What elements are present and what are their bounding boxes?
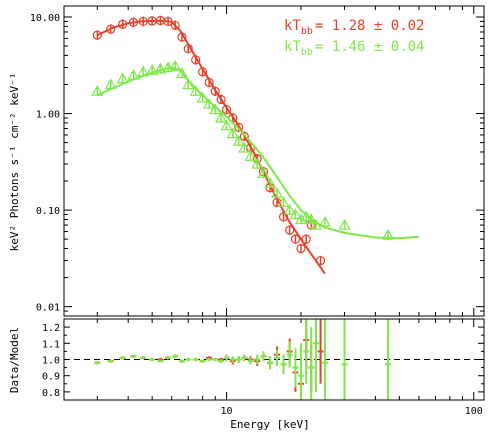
legend-red-prefix: kT [284, 18, 301, 34]
legend-entry-red: kTbb = 1.28 ± 0.02 [284, 18, 424, 37]
data-point [270, 186, 284, 198]
data-point [118, 19, 128, 29]
data-point [221, 104, 232, 115]
data-point [106, 24, 116, 34]
data-point [154, 62, 167, 74]
y-tick-label: 0.8 [42, 388, 60, 399]
y-tick-label: 10.00 [30, 13, 60, 24]
data-point [278, 212, 289, 222]
y-tick-label: 1.00 [36, 110, 60, 121]
data-point [170, 20, 180, 30]
data-point [285, 225, 295, 235]
data-point [338, 218, 351, 230]
x-tick-label: 10 [221, 406, 233, 417]
data-point [183, 44, 193, 54]
y-axis-title: keV² Photons s⁻¹ cm⁻² keV⁻¹ [8, 73, 21, 252]
legend-red-value: = 1.28 ± 0.02 [315, 18, 425, 34]
legend-entry-green: kTbb = 1.46 ± 0.04 [284, 39, 424, 58]
data-point [198, 67, 208, 77]
spectrum-ticks [64, 6, 484, 317]
y-tick-label: 0.10 [36, 206, 60, 217]
residual-tick-labels: 10 100 0.8 0.9 1.0 1.1 1.2 [42, 323, 483, 417]
data-point [309, 218, 323, 230]
data-point [257, 167, 270, 178]
legend: kTbb = 1.28 ± 0.02 kTbb = 1.46 ± 0.04 [284, 18, 424, 58]
data-point [251, 157, 264, 169]
data-point [301, 234, 311, 244]
data-point [382, 228, 395, 240]
data-point [216, 94, 226, 105]
data-point [196, 91, 209, 103]
data-point [210, 86, 220, 96]
data-point [116, 72, 129, 84]
legend-green-sub: bb [301, 47, 313, 58]
legend-red-sub: bb [301, 26, 313, 37]
spectrum-frame [63, 5, 485, 317]
data-point [104, 78, 117, 90]
spectrum-tick-labels: 0.01 0.10 1.00 10.00 [30, 13, 60, 314]
data-point [264, 176, 277, 188]
data-point [283, 203, 296, 215]
data-point [239, 131, 249, 141]
data-point [234, 122, 244, 132]
x-tick-label: 100 [465, 406, 483, 417]
data-point [175, 67, 188, 79]
y-tick-label: 0.9 [42, 372, 60, 383]
residual-y-axis-title: Data/Model [8, 327, 21, 393]
y-tick-label: 1.1 [42, 339, 60, 350]
data-point [289, 208, 302, 220]
data-point [300, 210, 313, 222]
y-tick-label: 1.0 [42, 356, 60, 367]
data-point [182, 78, 195, 90]
data-point [277, 196, 290, 208]
data-point [226, 127, 239, 139]
data-point [162, 61, 175, 73]
residual-series [94, 319, 392, 400]
legend-green-value: = 1.46 ± 0.04 [315, 39, 425, 55]
data-point [91, 85, 104, 96]
x-axis-title: Energy [keV] [230, 418, 309, 431]
data-point [290, 234, 301, 244]
data-point [146, 64, 159, 75]
data-point [215, 111, 228, 123]
data-point [169, 59, 182, 71]
data-point [209, 103, 222, 115]
data-point [127, 68, 140, 80]
data-point [203, 97, 216, 109]
legend-green-prefix: kT [284, 39, 301, 55]
y-tick-label: 1.2 [42, 323, 60, 334]
data-point [137, 65, 150, 77]
data-point [220, 119, 233, 131]
data-point [138, 16, 148, 27]
data-point [232, 134, 245, 146]
y-tick-label: 0.01 [36, 303, 60, 314]
data-point [92, 30, 102, 40]
data-point [191, 55, 201, 65]
data-point [244, 150, 257, 161]
spectrum-series [91, 15, 419, 275]
data-point [315, 255, 326, 266]
data-point [163, 16, 173, 27]
residual-frame [63, 318, 485, 401]
data-point [294, 213, 307, 225]
data-point [238, 141, 251, 153]
data-point [318, 215, 331, 227]
data-point [204, 77, 214, 88]
data-point [189, 85, 202, 96]
data-point [305, 213, 318, 225]
data-point [177, 32, 187, 42]
data-point [128, 17, 139, 27]
data-point [296, 243, 306, 254]
